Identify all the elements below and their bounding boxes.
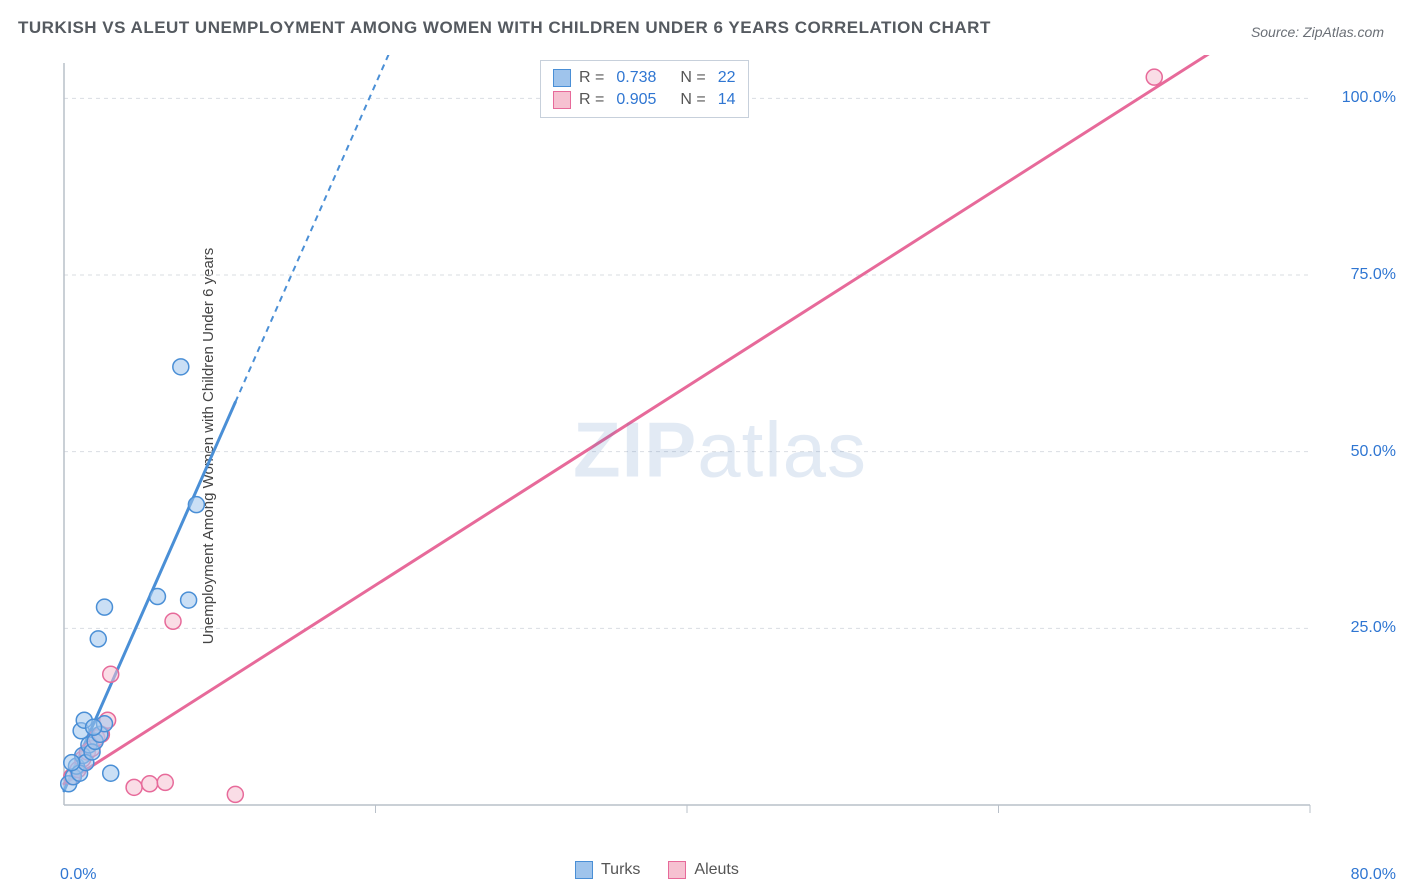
- series-legend-label: Aleuts: [694, 861, 738, 879]
- legend-row-aleuts: R = 0.905 N = 14: [553, 89, 736, 111]
- legend-swatch-turks: [575, 861, 593, 879]
- x-tick-min: 0.0%: [60, 866, 96, 884]
- y-tick-label: 50.0%: [1351, 443, 1396, 461]
- legend-r-value: 0.905: [616, 91, 656, 109]
- legend-r-label: R =: [579, 69, 604, 87]
- legend-swatch-turks: [553, 69, 571, 87]
- legend-r-value: 0.738: [616, 69, 656, 87]
- legend-n-label: N =: [680, 69, 705, 87]
- series-legend-item-turks: Turks: [575, 861, 640, 879]
- y-tick-label: 100.0%: [1342, 89, 1396, 107]
- series-legend: Turks Aleuts: [575, 861, 739, 879]
- source-attribution: Source: ZipAtlas.com: [1251, 24, 1384, 40]
- y-tick-label: 75.0%: [1351, 266, 1396, 284]
- legend-n-value: 22: [718, 69, 736, 87]
- correlation-legend: R = 0.738 N = 22 R = 0.905 N = 14: [540, 60, 749, 118]
- legend-n-value: 14: [718, 91, 736, 109]
- legend-n-label: N =: [680, 91, 705, 109]
- legend-swatch-aleuts: [668, 861, 686, 879]
- series-legend-label: Turks: [601, 861, 640, 879]
- chart-plot-area: ZIPatlas: [60, 55, 1380, 845]
- series-legend-item-aleuts: Aleuts: [668, 861, 738, 879]
- chart-title: TURKISH VS ALEUT UNEMPLOYMENT AMONG WOME…: [18, 18, 991, 38]
- legend-r-label: R =: [579, 91, 604, 109]
- chart-svg: [60, 55, 1380, 845]
- legend-row-turks: R = 0.738 N = 22: [553, 67, 736, 89]
- legend-swatch-aleuts: [553, 91, 571, 109]
- y-tick-label: 25.0%: [1351, 619, 1396, 637]
- x-tick-max: 80.0%: [1351, 866, 1396, 884]
